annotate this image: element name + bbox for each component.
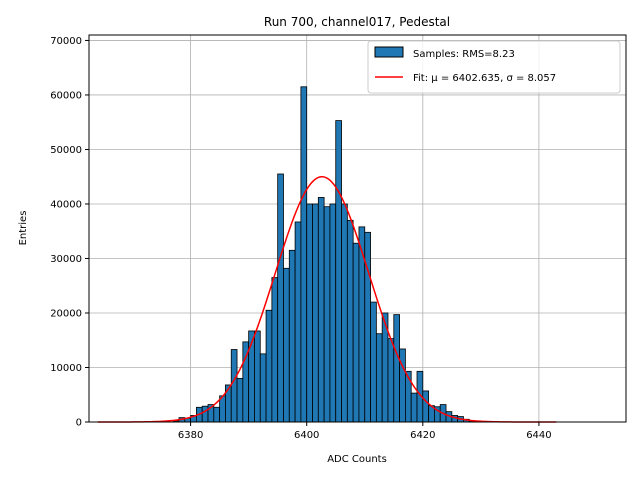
histogram-bar <box>341 203 348 423</box>
histogram-bar <box>312 203 319 423</box>
gaussian-fit-curve <box>97 175 557 423</box>
x-axis-label: ADC Counts <box>327 454 387 465</box>
histogram-bars <box>172 86 476 423</box>
histogram-bar <box>277 173 284 423</box>
histogram-bar <box>410 392 418 423</box>
histogram-bar <box>346 219 354 423</box>
histogram-bar <box>259 353 267 423</box>
histogram-bar <box>422 390 430 423</box>
histogram-bar <box>265 309 273 423</box>
histogram-bar <box>317 197 325 423</box>
histogram-bar <box>288 249 296 423</box>
legend-box <box>367 40 621 94</box>
histogram-bar <box>254 330 261 423</box>
chart-title: Run 700, channel017, Pedestal <box>264 15 450 29</box>
y-axis-label: Entries <box>18 211 29 246</box>
y-tick-label: 60000 <box>50 90 82 101</box>
histogram-bar <box>370 301 377 423</box>
plot-frame <box>88 34 627 423</box>
y-tick-label: 50000 <box>50 145 82 156</box>
histogram-bar <box>201 405 209 423</box>
y-tick-label: 30000 <box>50 254 82 265</box>
histogram-bar <box>335 120 342 423</box>
histogram-bar <box>375 333 383 423</box>
histogram-bar <box>213 406 221 423</box>
y-tick-label: 10000 <box>50 363 82 374</box>
histogram-bar <box>283 267 290 423</box>
histogram-bar <box>404 370 412 423</box>
x-tick-label: 6400 <box>294 430 319 441</box>
histogram-bar <box>323 206 331 423</box>
histogram-bar <box>230 349 238 423</box>
legend: Samples: RMS=8.23 Fit: μ = 6402.635, σ =… <box>367 40 621 94</box>
histogram-bar <box>306 203 313 423</box>
histogram-bar <box>352 242 360 423</box>
histogram-bar <box>387 338 395 423</box>
histogram-bar <box>399 348 406 423</box>
y-tick-label: 20000 <box>50 308 82 319</box>
y-axis-ticks: 0 10000 20000 30000 40000 50000 60000 70000 <box>50 36 89 429</box>
x-tick-label: 6440 <box>526 430 551 441</box>
y-tick-label: 40000 <box>50 199 82 210</box>
y-tick-label: 0 <box>76 418 82 429</box>
legend-label-fit: Fit: μ = 6402.635, σ = 8.057 <box>413 73 556 84</box>
histogram-bar <box>393 314 400 423</box>
y-tick-label: 70000 <box>50 36 82 47</box>
histogram-bar <box>294 221 302 423</box>
histogram-bar <box>236 377 244 423</box>
histogram-bar <box>271 277 279 423</box>
histogram-bar <box>329 203 337 423</box>
x-tick-label: 6420 <box>410 430 435 441</box>
histogram-bar <box>300 86 308 423</box>
legend-swatch-samples <box>374 46 404 58</box>
fit-curve-layer <box>97 175 557 423</box>
x-axis-ticks: 6380 6400 6420 6440 <box>178 422 552 441</box>
x-tick-label: 6380 <box>178 430 203 441</box>
legend-label-samples: Samples: RMS=8.23 <box>413 49 515 60</box>
